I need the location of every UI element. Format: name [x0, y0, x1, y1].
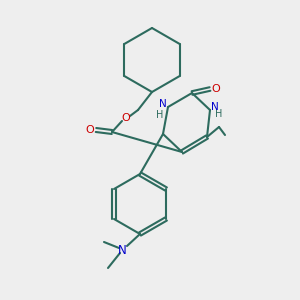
Text: H: H	[215, 109, 223, 119]
Text: O: O	[85, 125, 94, 135]
Text: N: N	[159, 99, 167, 109]
Text: O: O	[212, 84, 220, 94]
Text: H: H	[156, 110, 164, 120]
Text: N: N	[118, 244, 126, 256]
Text: O: O	[122, 113, 130, 123]
Text: N: N	[211, 102, 219, 112]
